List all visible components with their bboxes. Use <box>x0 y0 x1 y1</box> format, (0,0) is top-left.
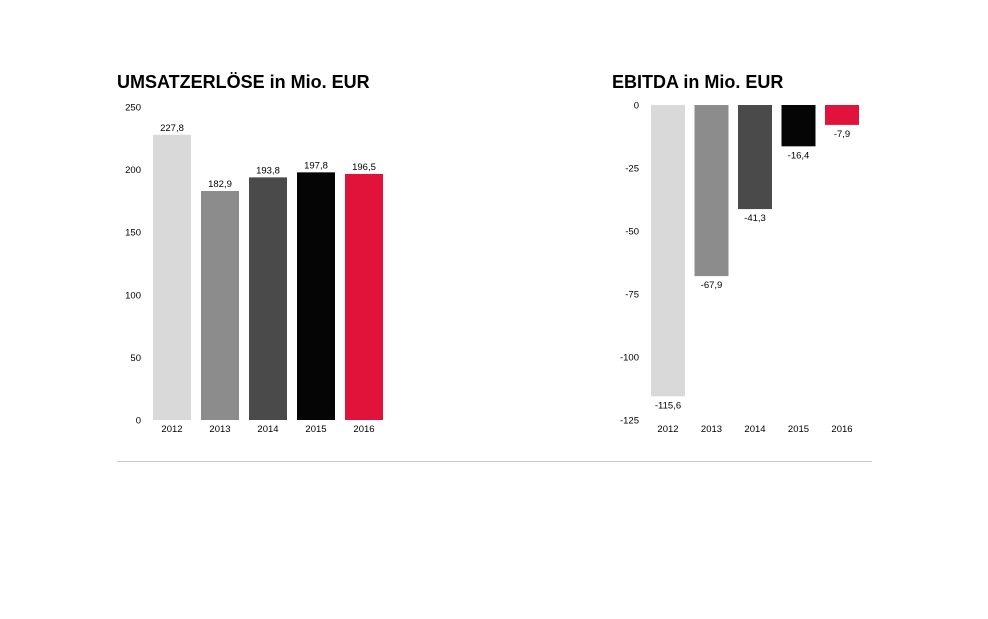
ebitda-chart-title: EBITDA in Mio. EUR <box>612 72 784 92</box>
ebitda-bar-2013 <box>694 105 729 277</box>
revenue-ytick-label: 150 <box>125 228 141 239</box>
ebitda-category-label-2013: 2013 <box>701 424 722 435</box>
revenue-value-label-2016: 196,5 <box>352 162 376 173</box>
revenue-bar-2016 <box>345 173 383 420</box>
ebitda-category-label-2016: 2016 <box>831 424 852 435</box>
ebitda-ytick-label: -50 <box>625 227 639 238</box>
revenue-bar-2012 <box>153 134 191 420</box>
revenue-category-label-2014: 2014 <box>257 424 278 435</box>
revenue-value-label-2013: 182,9 <box>208 179 232 190</box>
ebitda-ytick-label: -75 <box>625 290 639 301</box>
ebitda-ytick-label: -25 <box>625 164 639 175</box>
revenue-bar-chart: 0 50 100 150 200 250 227,8 2012 182,9 2013 193,8 20… <box>125 103 383 435</box>
revenue-ytick-label: 100 <box>125 290 141 301</box>
revenue-ytick-label: 0 <box>136 416 141 427</box>
ebitda-category-label-2015: 2015 <box>788 424 809 435</box>
revenue-ytick-label: 50 <box>130 353 141 364</box>
revenue-bar-2013 <box>201 191 239 420</box>
revenue-ytick-label: 200 <box>125 165 141 176</box>
revenue-value-label-2015: 197,8 <box>304 160 328 171</box>
ebitda-ytick-label: -125 <box>620 416 639 427</box>
bottom-divider <box>117 461 872 462</box>
ebitda-value-label-2014: -41,3 <box>744 213 766 224</box>
revenue-value-label-2014: 193,8 <box>256 165 280 176</box>
revenue-bar-2014 <box>249 177 287 420</box>
ebitda-bar-2014 <box>738 105 772 210</box>
revenue-category-label-2015: 2015 <box>305 424 326 435</box>
revenue-category-label-2016: 2016 <box>353 424 374 435</box>
ebitda-value-label-2012: -115,6 <box>655 400 681 411</box>
revenue-bar-2015 <box>297 172 335 420</box>
ebitda-ytick-label: -100 <box>620 353 639 364</box>
ebitda-value-label-2013: -67,9 <box>701 280 723 291</box>
ebitda-bar-chart: 0 -25 -50 -75 -100 -125 -115,6 2012 -67,9 2013 -41… <box>620 101 859 435</box>
ebitda-category-label-2014: 2014 <box>744 424 765 435</box>
revenue-chart-title: UMSATZERLÖSE in Mio. EUR <box>117 72 370 92</box>
revenue-category-label-2012: 2012 <box>161 424 182 435</box>
ebitda-value-label-2015: -16,4 <box>788 150 810 161</box>
ebitda-bar-2016 <box>825 105 859 125</box>
ebitda-category-label-2012: 2012 <box>657 424 678 435</box>
ebitda-bar-2012 <box>651 105 685 397</box>
revenue-category-label-2013: 2013 <box>209 424 230 435</box>
revenue-value-label-2012: 227,8 <box>160 123 184 134</box>
ebitda-value-label-2016: -7,9 <box>834 129 850 140</box>
ebitda-ytick-label: 0 <box>634 101 639 112</box>
revenue-ytick-label: 250 <box>125 103 141 114</box>
ebitda-bar-2015 <box>781 105 816 147</box>
